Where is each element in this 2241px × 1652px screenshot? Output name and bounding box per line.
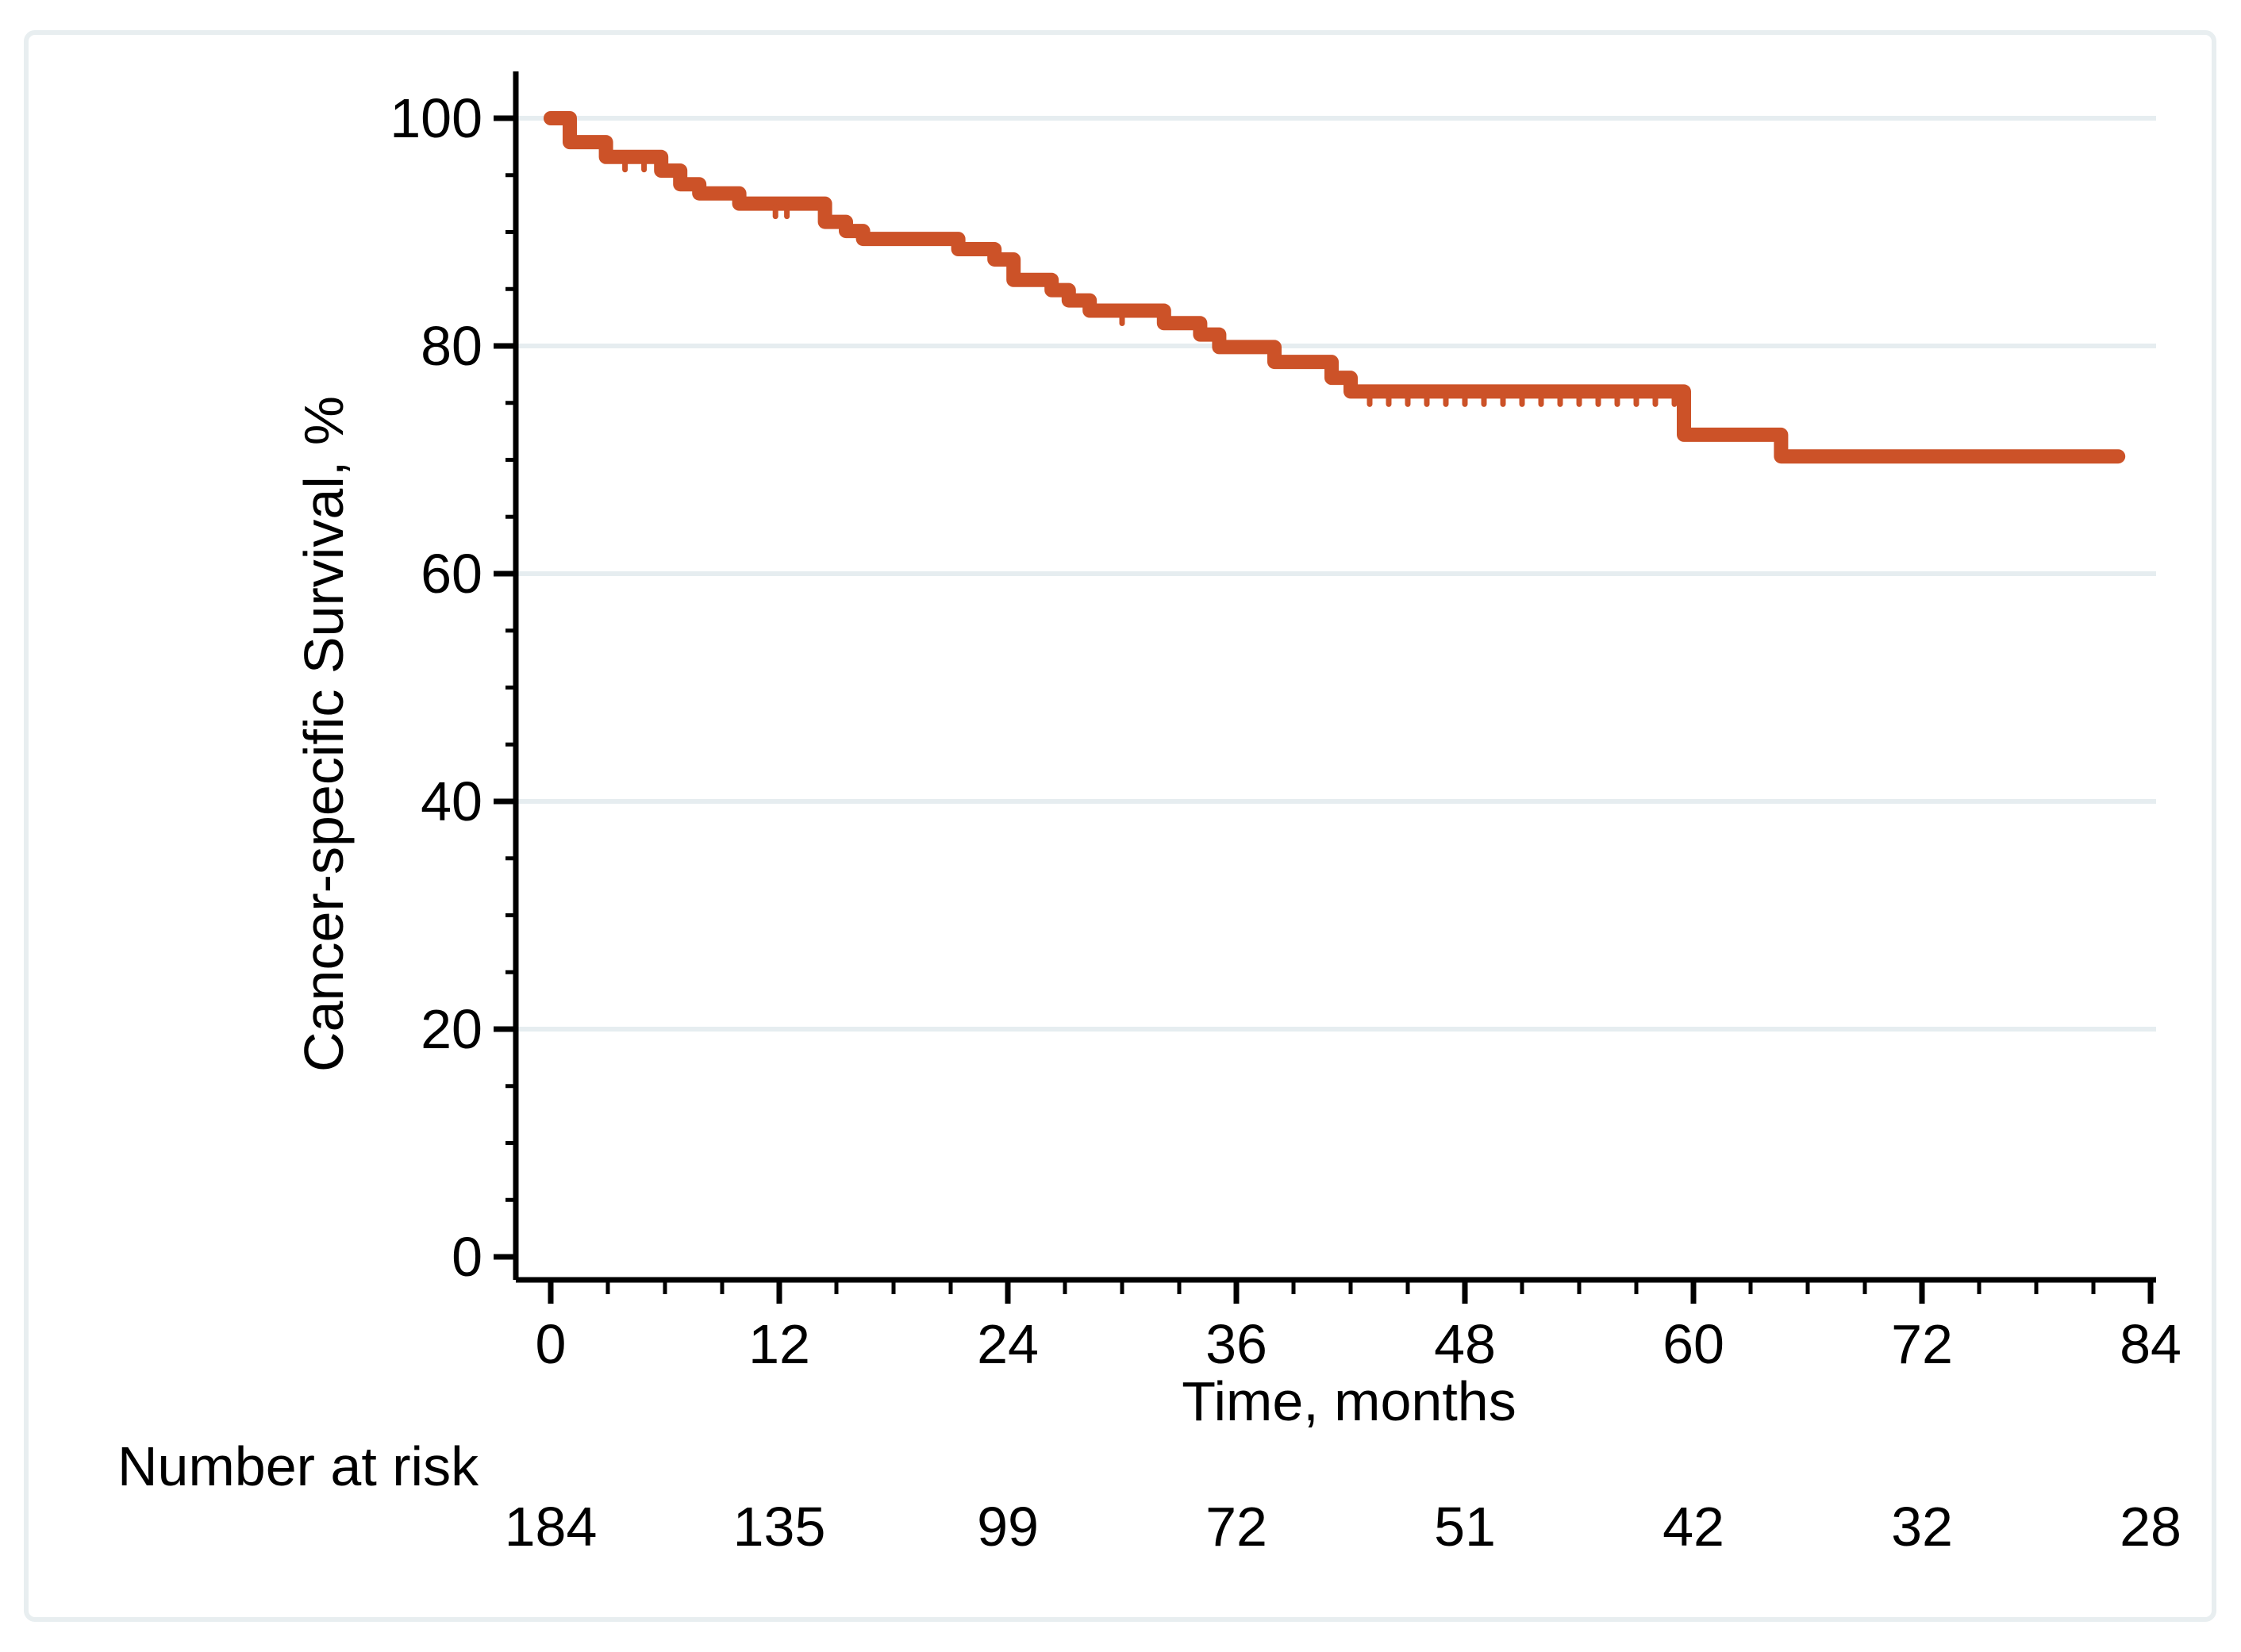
- x-tick-label: 48: [1434, 1313, 1496, 1375]
- risk-count: 99: [977, 1496, 1039, 1558]
- x-tick-label: 36: [1205, 1313, 1267, 1375]
- x-tick-label: 0: [536, 1313, 567, 1375]
- risk-count: 184: [505, 1496, 598, 1558]
- x-tick-label: 60: [1662, 1313, 1724, 1375]
- figure-border: [24, 30, 2216, 1622]
- y-axis-title: Cancer-specific Survival, %: [293, 396, 355, 1072]
- y-tick-label: 40: [421, 770, 482, 832]
- risk-count: 32: [1891, 1496, 1953, 1558]
- risk-count: 51: [1434, 1496, 1496, 1558]
- x-tick-label: 72: [1891, 1313, 1953, 1375]
- risk-count: 72: [1205, 1496, 1267, 1558]
- x-tick-label: 24: [977, 1313, 1039, 1375]
- y-tick-label: 20: [421, 998, 482, 1060]
- x-axis-title: Time, months: [1182, 1370, 1516, 1432]
- x-tick-label: 84: [2120, 1313, 2181, 1375]
- risk-count: 42: [1662, 1496, 1724, 1558]
- risk-count: 135: [733, 1496, 826, 1558]
- number-at-risk-label: Number at risk: [117, 1435, 479, 1497]
- y-tick-label: 100: [390, 87, 482, 149]
- y-tick-label: 80: [421, 315, 482, 377]
- x-tick-label: 12: [748, 1313, 810, 1375]
- y-tick-label: 0: [452, 1226, 482, 1288]
- risk-count: 28: [2120, 1496, 2181, 1558]
- y-tick-label: 60: [421, 543, 482, 605]
- survival-curve: [544, 111, 2126, 464]
